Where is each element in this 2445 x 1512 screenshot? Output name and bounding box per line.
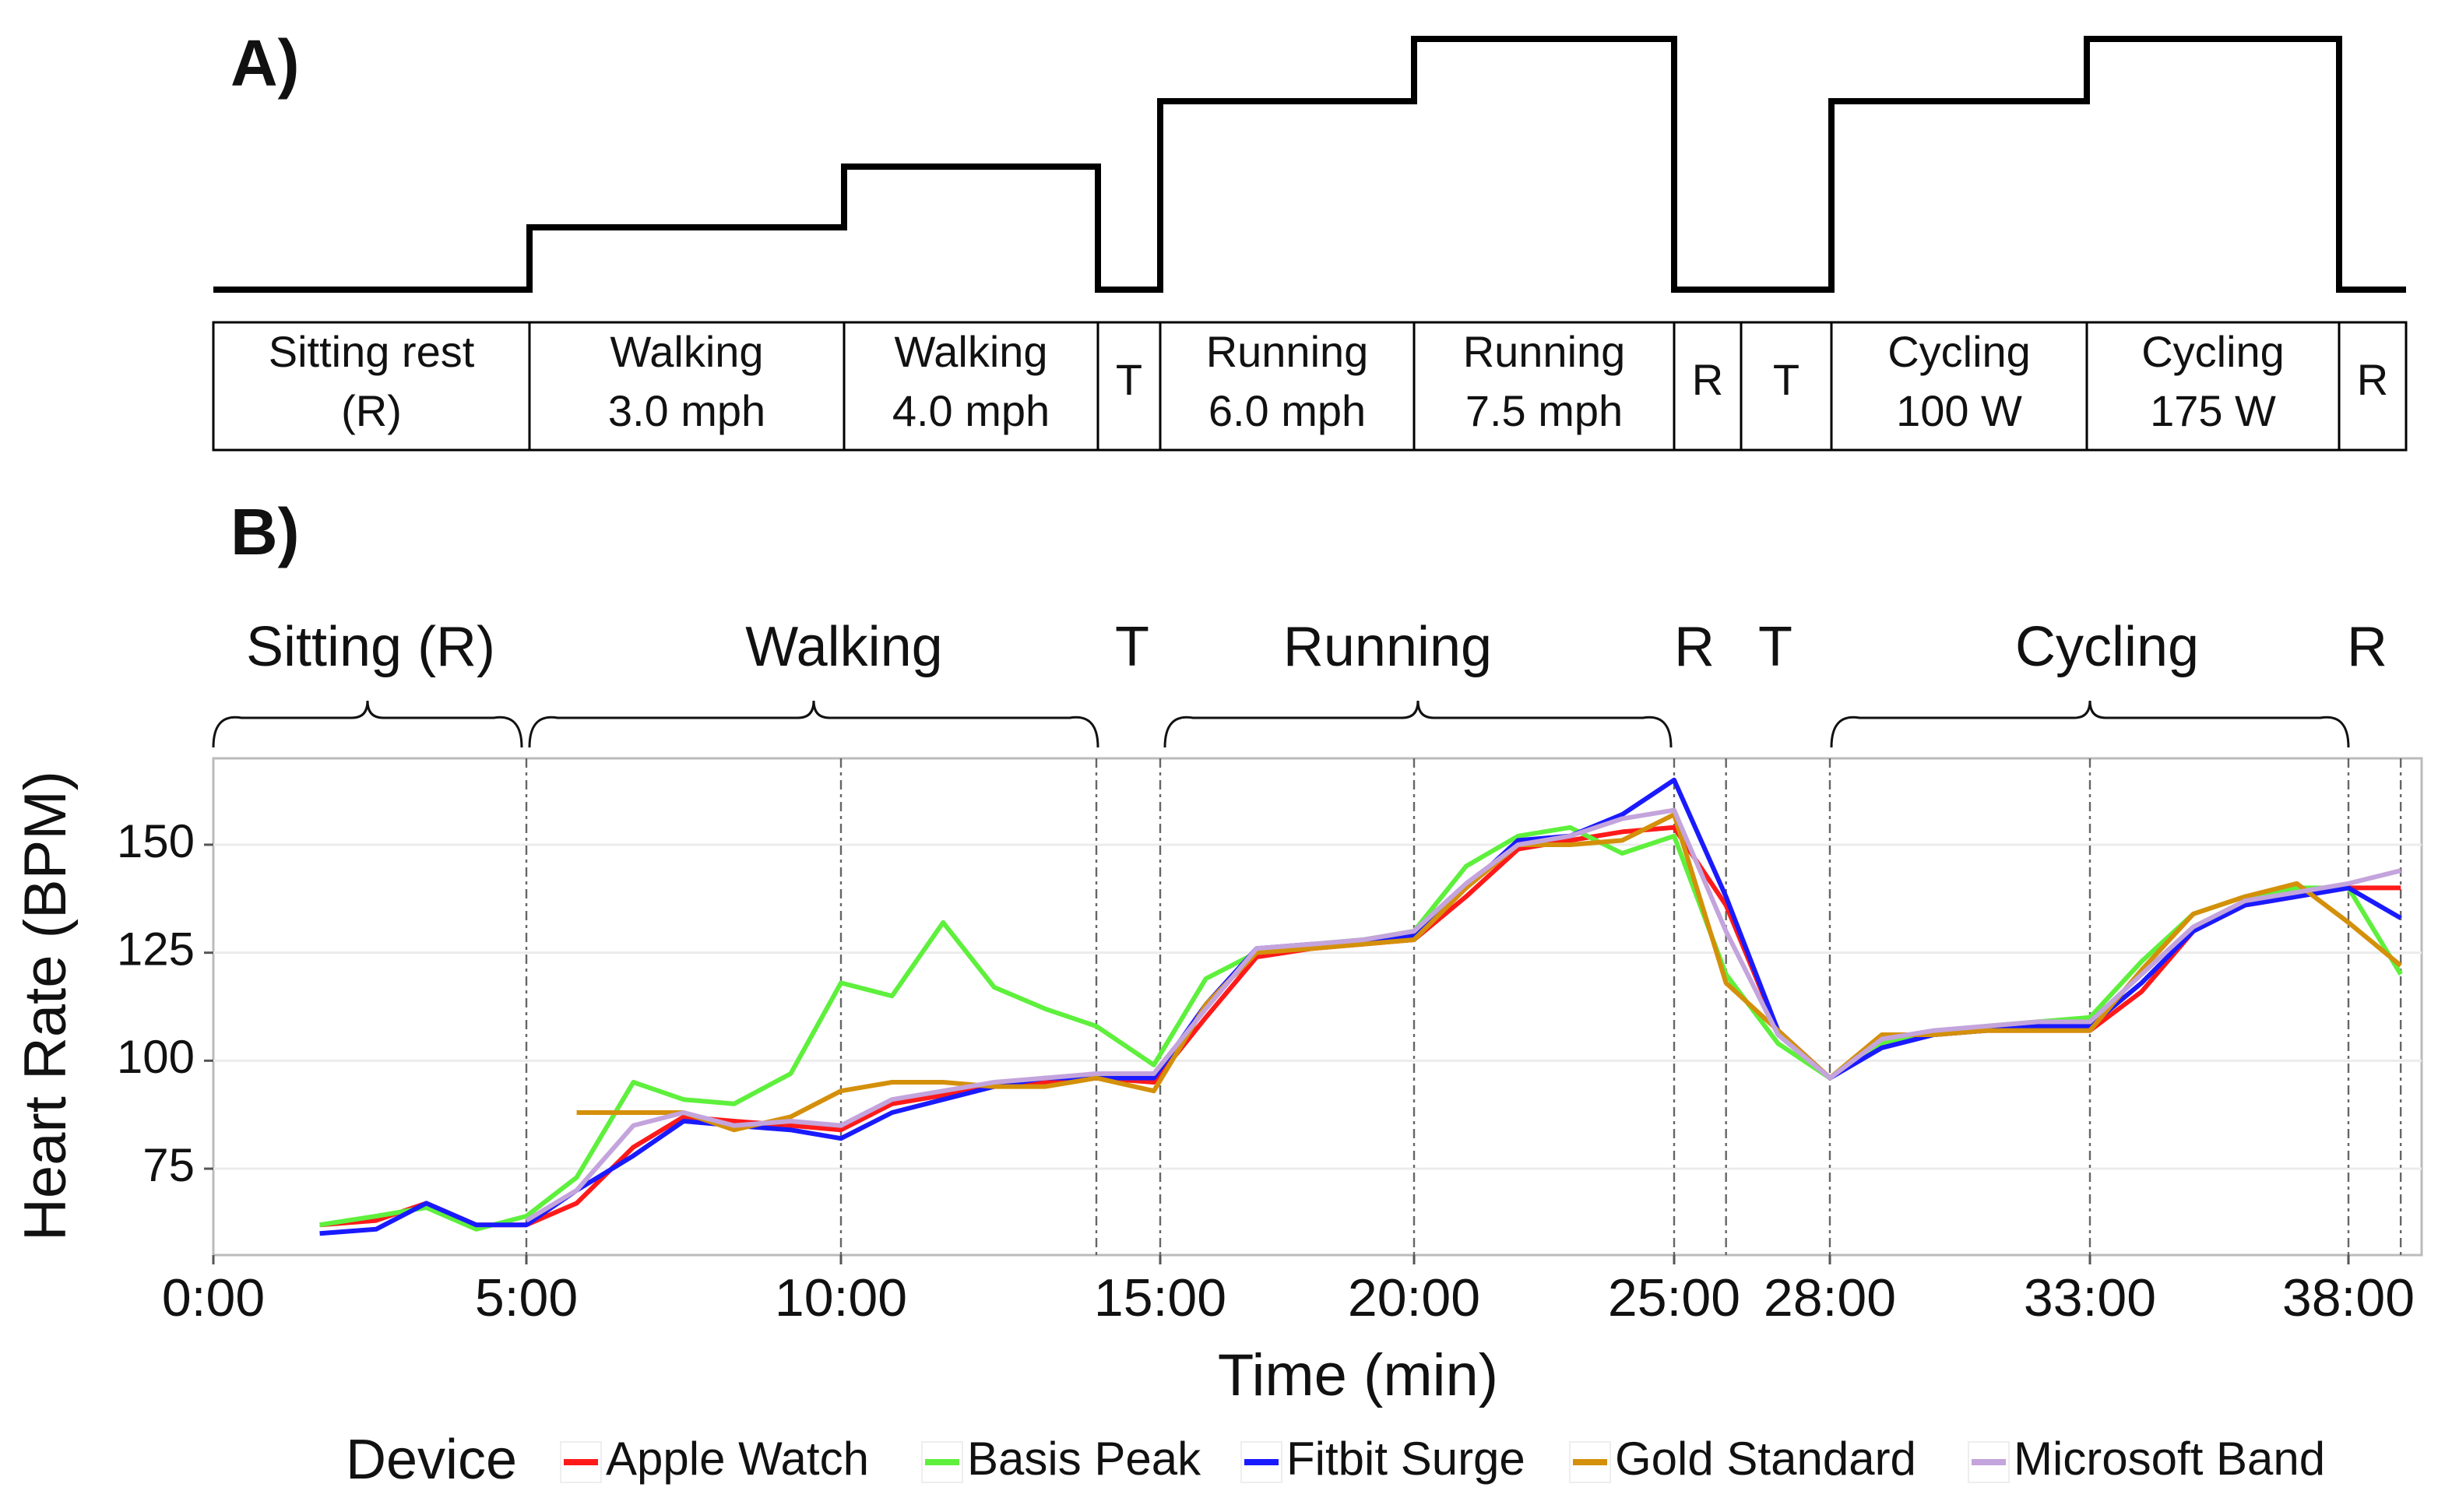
x-tick-label: 33:00 bbox=[2024, 1268, 2156, 1327]
segment-label: Cycling bbox=[1887, 327, 2031, 376]
segment-label: 4.0 mph bbox=[892, 386, 1050, 435]
y-tick-label: 100 bbox=[117, 1031, 195, 1083]
x-tick-label: 10:00 bbox=[775, 1268, 907, 1327]
segment-label: T bbox=[1116, 355, 1142, 404]
phase-brace bbox=[1163, 700, 1673, 748]
y-tick-label: 150 bbox=[117, 815, 195, 867]
intensity-step bbox=[213, 36, 2406, 293]
segment-label: (R) bbox=[341, 386, 402, 435]
y-tick-label: 125 bbox=[117, 923, 195, 975]
phase-label: Cycling bbox=[2015, 616, 2199, 678]
x-tick-label: 15:00 bbox=[1094, 1268, 1226, 1327]
legend-label: Apple Watch bbox=[606, 1433, 869, 1485]
phase-label: Sitting (R) bbox=[246, 616, 495, 678]
x-tick-label: 20:00 bbox=[1348, 1268, 1480, 1327]
segment-label: Walking bbox=[894, 327, 1047, 376]
segment-label: R bbox=[1692, 355, 1723, 404]
legend-label: Basis Peak bbox=[967, 1433, 1201, 1485]
x-tick-label: 28:00 bbox=[1764, 1268, 1896, 1327]
panel-a-label: A) bbox=[230, 26, 300, 100]
panel-b-label: B) bbox=[230, 495, 300, 568]
y-axis-label: Heart Rate (BPM) bbox=[12, 771, 79, 1241]
segment-label: Running bbox=[1463, 327, 1626, 376]
phase-label: Running bbox=[1283, 616, 1492, 678]
segment-label: 3.0 mph bbox=[608, 386, 765, 435]
segment-label: Cycling bbox=[2141, 327, 2285, 376]
x-axis-label: Time (min) bbox=[1218, 1342, 1498, 1408]
legend-label: Gold Standard bbox=[1615, 1433, 1916, 1485]
protocol-table bbox=[212, 321, 2408, 452]
legend-label: Microsoft Band bbox=[2014, 1433, 2325, 1485]
segment-label: Sitting rest bbox=[269, 327, 475, 376]
phase-brace bbox=[1830, 700, 2350, 748]
phase-label: R bbox=[2347, 616, 2387, 678]
segment-label: 100 W bbox=[1896, 386, 2022, 435]
segment-label: R bbox=[2357, 355, 2388, 404]
segment-label: Running bbox=[1206, 327, 1369, 376]
phase-label: T bbox=[1758, 616, 1792, 678]
segment-label: 7.5 mph bbox=[1465, 386, 1623, 435]
legend-title: Device bbox=[346, 1429, 517, 1491]
phase-brace bbox=[212, 700, 523, 748]
x-tick-label: 0:00 bbox=[162, 1268, 265, 1327]
phase-brace bbox=[528, 700, 1099, 748]
segment-label: 6.0 mph bbox=[1208, 386, 1366, 435]
series-line bbox=[525, 807, 2401, 1223]
phase-label: Walking bbox=[745, 616, 942, 678]
x-tick-label: 5:00 bbox=[475, 1268, 578, 1327]
phase-label: T bbox=[1115, 616, 1149, 678]
legend-label: Fitbit Surge bbox=[1286, 1433, 1525, 1485]
x-tick-label: 25:00 bbox=[1608, 1268, 1740, 1327]
segment-label: Walking bbox=[610, 327, 763, 376]
segment-label: T bbox=[1773, 355, 1799, 404]
y-tick-label: 75 bbox=[142, 1139, 195, 1191]
x-tick-label: 38:00 bbox=[2282, 1268, 2415, 1327]
phase-label: R bbox=[1674, 616, 1715, 678]
segment-label: 175 W bbox=[2150, 386, 2276, 435]
